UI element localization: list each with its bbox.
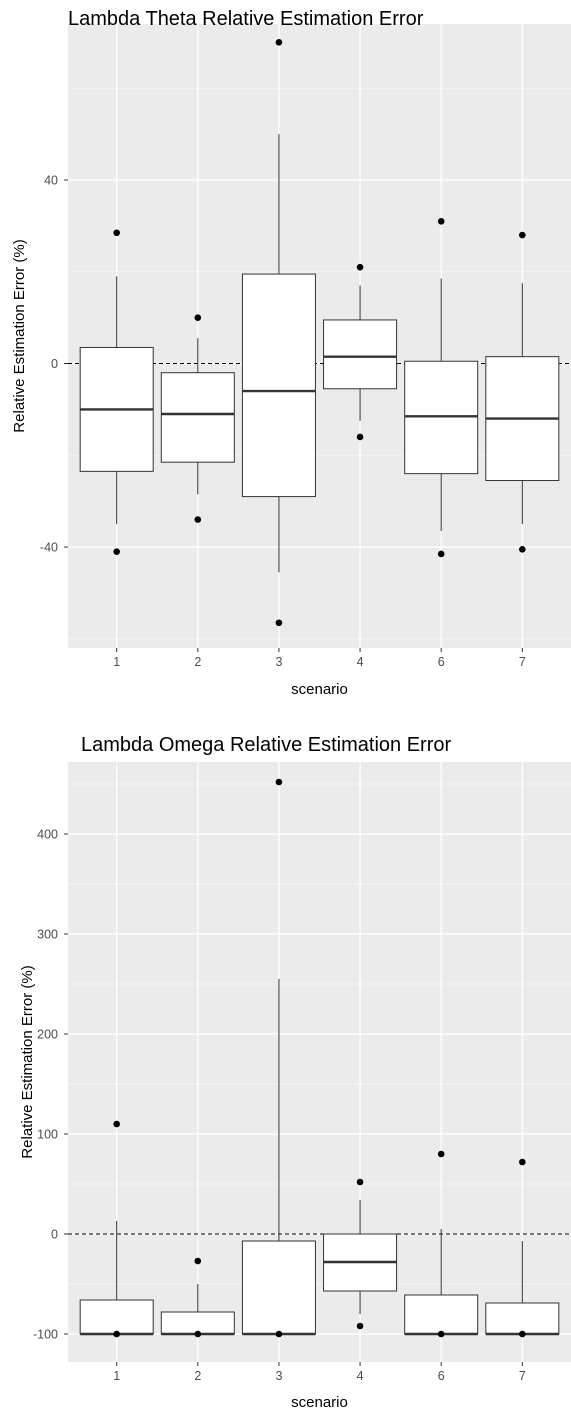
y-axis-label: Relative Estimation Error (%) bbox=[11, 239, 28, 432]
outlier-point bbox=[519, 546, 526, 553]
outlier-point bbox=[437, 1150, 445, 1158]
box-scenario-3 bbox=[241, 979, 316, 1336]
box-scenario-4 bbox=[323, 285, 398, 421]
box-body bbox=[404, 1294, 479, 1335]
plot-panel bbox=[68, 24, 571, 648]
outlier-point bbox=[275, 778, 283, 786]
y-tick-label: 100 bbox=[37, 1128, 58, 1142]
y-axis-label: Relative Estimation Error (%) bbox=[19, 965, 36, 1158]
y-tick-label: 0 bbox=[51, 1228, 58, 1242]
chart-1: -40 0 40 1 2 3 4 6 7 Lambda Theta Relative Estima… bbox=[11, 8, 571, 698]
outlier-point bbox=[356, 263, 364, 271]
chart-2: -100 0 100 200 300 400 1 2 3 4 6 7 Lambda Omega Rela… bbox=[19, 734, 571, 1411]
y-tick-label: -100 bbox=[33, 1328, 58, 1342]
outlier-point bbox=[356, 433, 364, 441]
outlier-point bbox=[194, 516, 202, 523]
x-tick-label: 3 bbox=[275, 655, 282, 669]
box-body bbox=[241, 273, 316, 498]
outlier-point bbox=[437, 217, 445, 225]
box-scenario-6 bbox=[404, 1229, 479, 1336]
outlier-point bbox=[194, 1257, 202, 1265]
outlier-point bbox=[356, 1322, 364, 1330]
y-tick-label: 0 bbox=[51, 357, 58, 371]
x-tick-label: 2 bbox=[194, 1369, 201, 1383]
x-tick-label: 4 bbox=[357, 655, 364, 669]
y-tick-label: 400 bbox=[37, 828, 58, 842]
outlier-point bbox=[113, 1120, 120, 1128]
box-scenario-1 bbox=[79, 276, 154, 525]
box-body bbox=[160, 372, 235, 463]
x-tick-label: 1 bbox=[113, 655, 120, 669]
box-body bbox=[79, 1299, 154, 1335]
outlier-point bbox=[437, 550, 445, 558]
outlier-point bbox=[275, 619, 283, 627]
outlier-point bbox=[519, 1158, 526, 1166]
chart-title: Lambda Omega Relative Estimation Error bbox=[81, 734, 451, 756]
outlier-point bbox=[194, 314, 202, 321]
outlier-point bbox=[519, 231, 526, 239]
box-scenario-4 bbox=[323, 1200, 398, 1314]
x-tick-label: 6 bbox=[438, 1369, 445, 1383]
box-scenario-6 bbox=[404, 278, 479, 531]
x-tick-label: 1 bbox=[113, 1369, 120, 1383]
y-tick-label: 200 bbox=[37, 1028, 58, 1042]
box-body bbox=[160, 1311, 235, 1335]
outlier-point bbox=[275, 39, 283, 46]
outlier-point bbox=[194, 1330, 202, 1338]
y-tick-label: 40 bbox=[44, 174, 58, 188]
box-scenario-2 bbox=[160, 338, 235, 495]
y-tick-label: 300 bbox=[37, 928, 58, 942]
outlier-point bbox=[113, 1330, 120, 1338]
x-axis-label: scenario bbox=[291, 1394, 348, 1411]
outlier-point bbox=[275, 1330, 283, 1338]
x-tick-label: 6 bbox=[438, 655, 445, 669]
chart-title: Lambda Theta Relative Estimation Error bbox=[68, 8, 424, 30]
outlier-point bbox=[437, 1330, 445, 1338]
y-tick-label: -40 bbox=[40, 541, 58, 555]
box-scenario-3 bbox=[241, 134, 316, 573]
box-body bbox=[323, 319, 398, 390]
x-tick-label: 7 bbox=[519, 655, 526, 669]
x-axis-label: scenario bbox=[291, 681, 348, 698]
box-scenario-7 bbox=[485, 283, 560, 525]
x-tick-label: 4 bbox=[357, 1369, 364, 1383]
plot-panel bbox=[68, 762, 571, 1362]
outlier-point bbox=[113, 548, 120, 555]
x-tick-label: 7 bbox=[519, 1369, 526, 1383]
x-tick-label: 3 bbox=[275, 1369, 282, 1383]
x-tick-label: 2 bbox=[194, 655, 201, 669]
outlier-point bbox=[519, 1330, 526, 1338]
outlier-point bbox=[113, 229, 120, 237]
box-body bbox=[241, 1240, 316, 1335]
outlier-point bbox=[356, 1178, 364, 1186]
box-body bbox=[485, 1302, 560, 1335]
